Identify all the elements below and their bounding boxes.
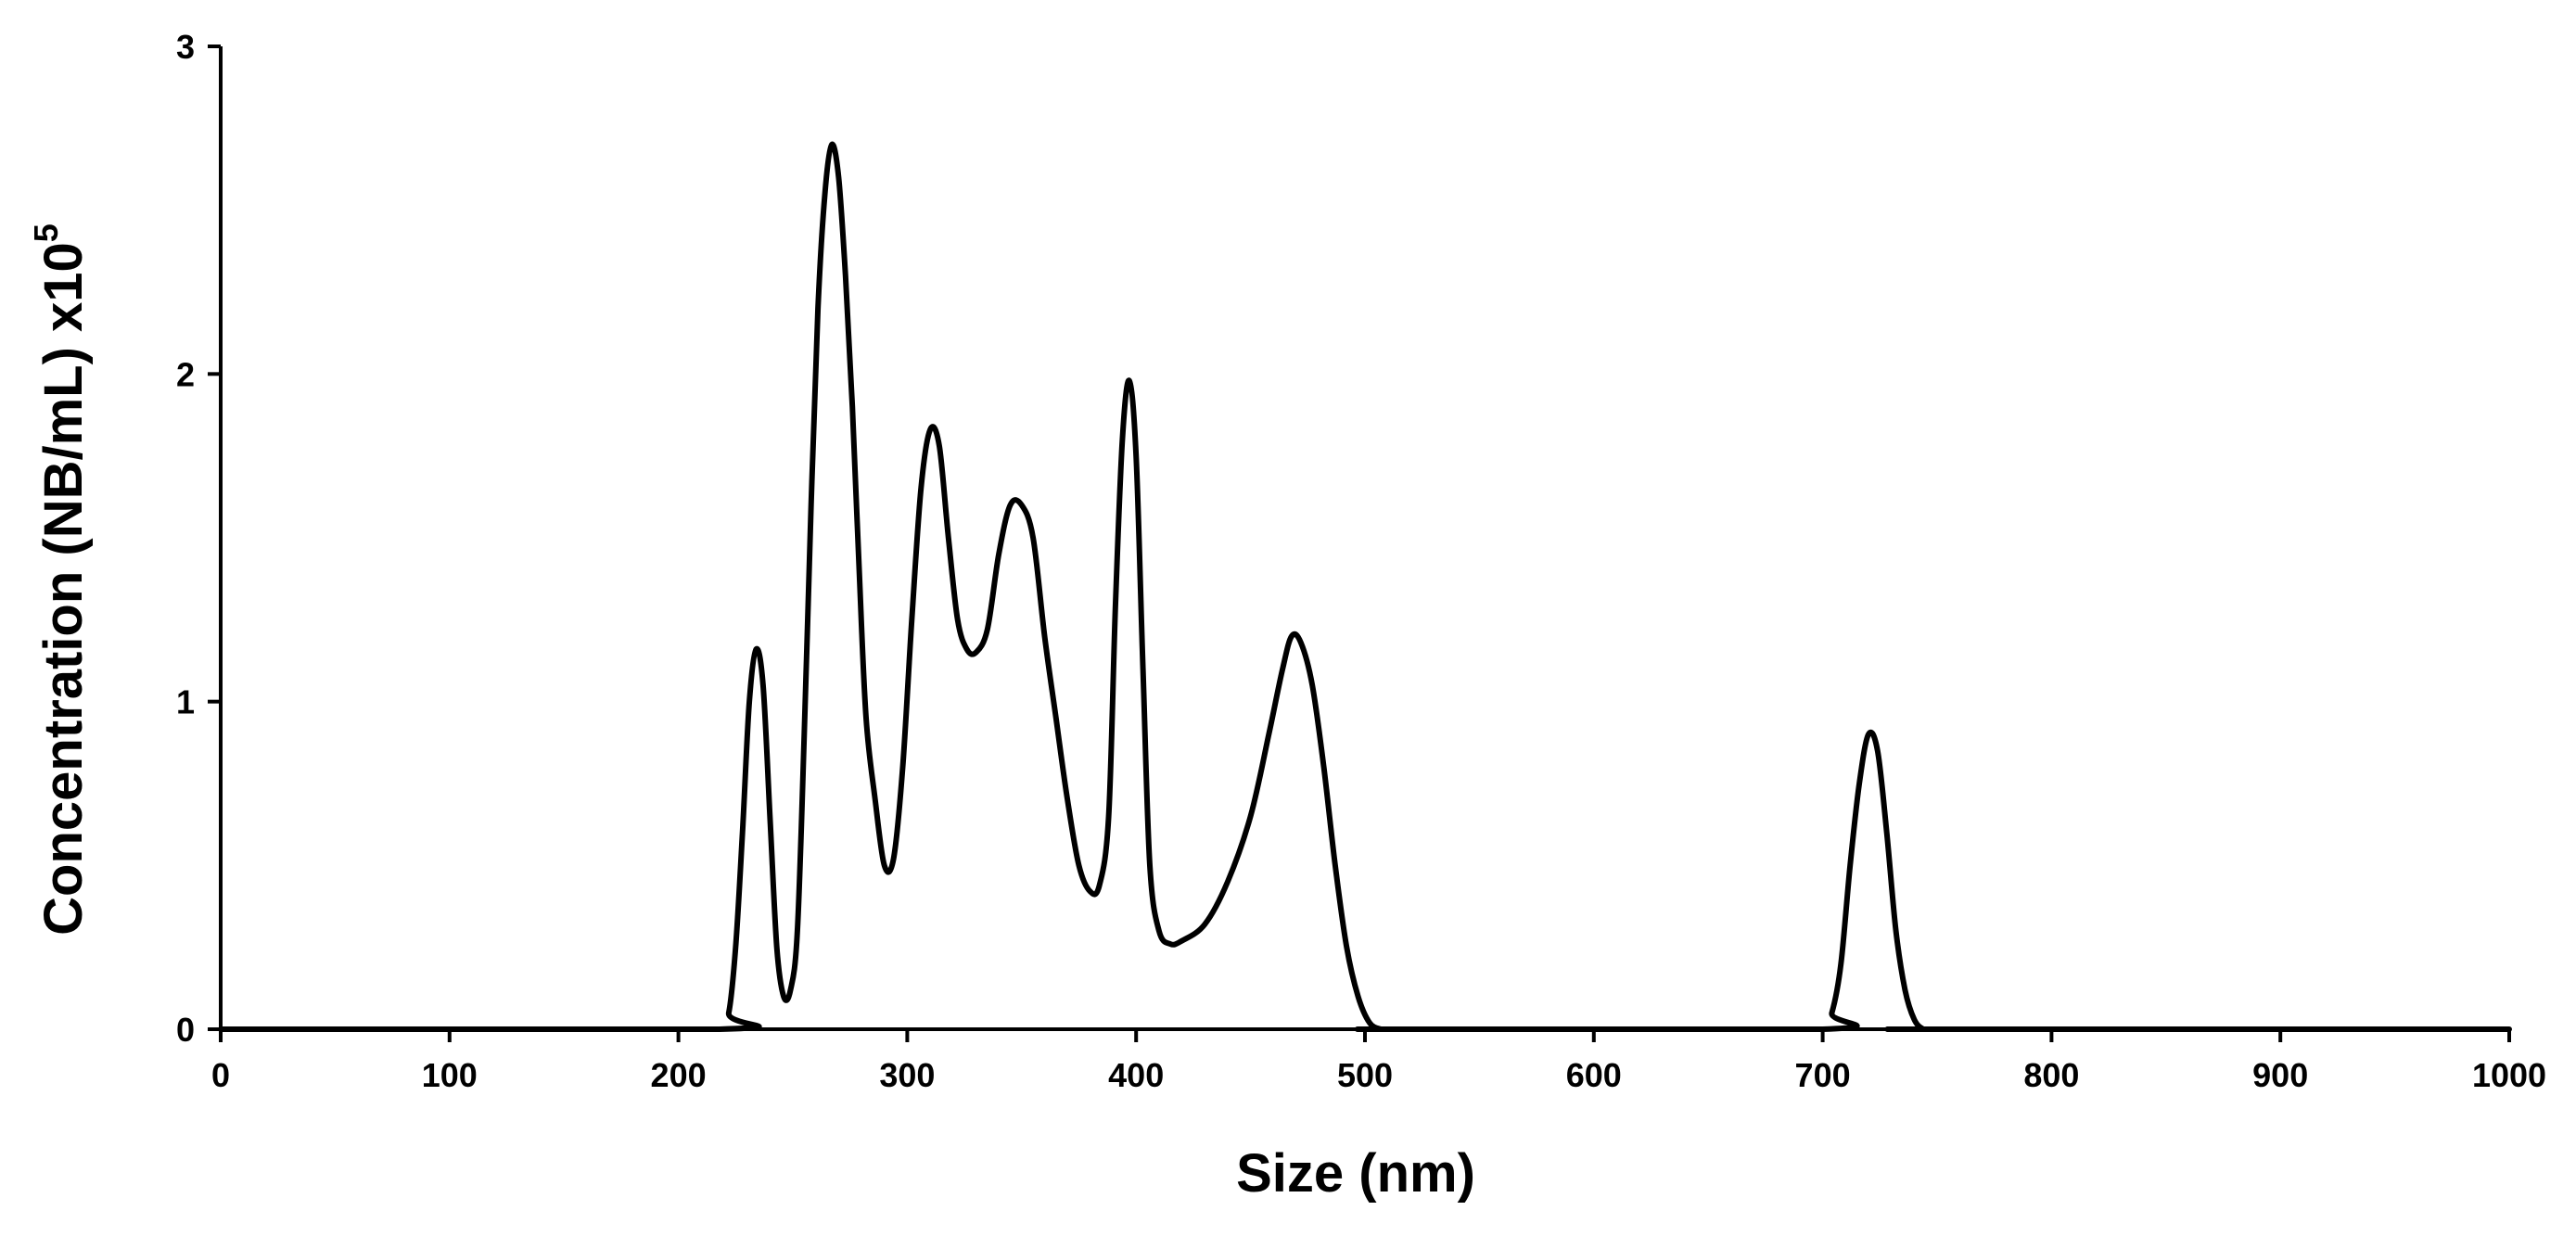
x-tick-label: 100 xyxy=(422,1056,478,1094)
x-tick-label: 200 xyxy=(651,1056,707,1094)
y-axis-title-superscript: 5 xyxy=(27,223,65,242)
x-tick-label: 700 xyxy=(1795,1056,1851,1094)
x-tick-label: 300 xyxy=(879,1056,935,1094)
y-axis-title-main: Concentration (NB/mL) x10 xyxy=(33,242,94,936)
x-tick-label: 1000 xyxy=(2472,1056,2546,1094)
series-group xyxy=(218,141,2512,1033)
x-tick-label: 900 xyxy=(2252,1056,2308,1094)
x-tick-label: 600 xyxy=(1566,1056,1622,1094)
y-tick-label: 1 xyxy=(176,683,195,721)
y-tick-label: 0 xyxy=(176,1011,195,1049)
x-axis-title: Size (nm) xyxy=(1236,1143,1475,1204)
series-line-0 xyxy=(218,141,2512,1033)
y-axis-title: Concentration (NB/mL) x105 xyxy=(27,223,94,936)
x-tick-label: 400 xyxy=(1108,1056,1164,1094)
x-tick-label: 500 xyxy=(1337,1056,1393,1094)
y-tick-label: 3 xyxy=(176,28,195,66)
x-tick-label: 0 xyxy=(211,1056,230,1094)
y-axis-title-text: Concentration (NB/mL) x105 xyxy=(27,223,94,936)
y-tick-label: 2 xyxy=(176,355,195,393)
y-axis-ticks: 0 1 2 3 xyxy=(176,28,221,1049)
x-tick-label: 800 xyxy=(2023,1056,2079,1094)
x-axis-ticks: 0 100 200 300 400 500 600 700 800 900 1000 xyxy=(211,1029,2546,1094)
